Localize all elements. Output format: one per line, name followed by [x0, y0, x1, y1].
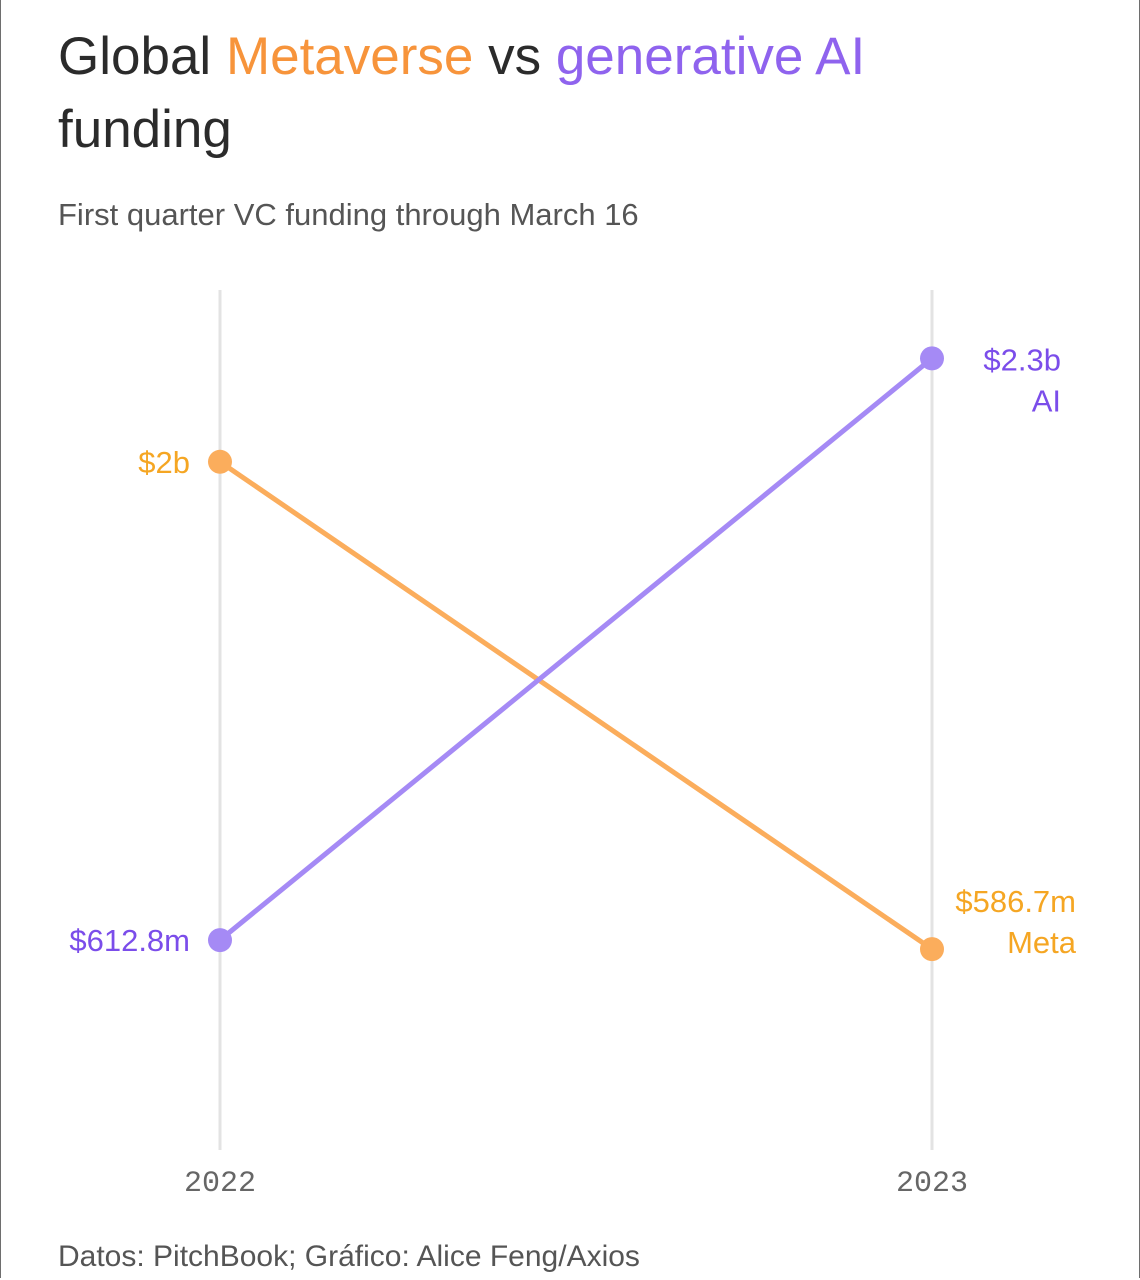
chart-title: Global Metaverse vs generative AI fundin…: [58, 20, 1058, 166]
meta-series-line: [217, 459, 935, 952]
chart-source: Datos: PitchBook; Gráfico: Alice Feng/Ax…: [58, 1240, 640, 1273]
ai-value-label-2023: $2.3b: [983, 342, 1061, 377]
line-chart: 2022 2023 $2b $586.7m Meta $612.8m $2.3b AI: [69, 290, 1077, 1201]
chart-subtitle: First quarter VC funding through March 1…: [58, 197, 639, 232]
title-text-middle: vs: [473, 27, 556, 86]
title-text-start: Global: [58, 27, 226, 86]
ai-point-2022: [208, 928, 232, 953]
meta-value-label-2023: $586.7m: [955, 884, 1076, 919]
title-text-end: funding: [58, 100, 232, 159]
title-metaverse-highlight: Metaverse: [225, 27, 474, 86]
ai-series-line: [217, 355, 935, 943]
meta-series-name-label: Meta: [1007, 925, 1077, 960]
ai-value-label-2022: $612.8m: [69, 923, 190, 958]
title-ai-highlight: generative AI: [555, 27, 866, 86]
ai-series-name-label: AI: [1032, 383, 1061, 418]
meta-value-label-2022: $2b: [138, 445, 190, 480]
ai-point-2023: [920, 346, 944, 371]
x-tick-label-2023: 2023: [896, 1167, 968, 1201]
x-tick-label-2022: 2022: [184, 1167, 256, 1201]
meta-point-2022: [208, 449, 232, 474]
meta-point-2023: [920, 937, 944, 962]
